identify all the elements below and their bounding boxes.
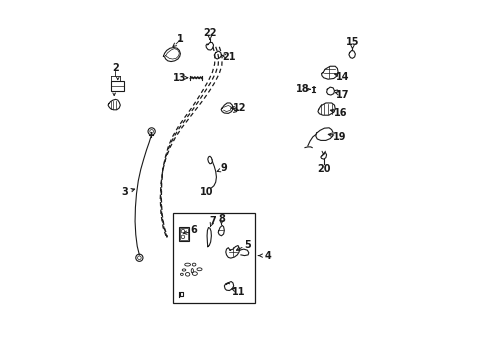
Bar — [179, 227, 189, 241]
Text: 22: 22 — [203, 28, 216, 38]
Text: 20: 20 — [316, 164, 330, 174]
Text: 21: 21 — [222, 52, 235, 62]
Text: 10: 10 — [200, 186, 213, 197]
Text: 7: 7 — [209, 216, 216, 226]
Text: 5: 5 — [244, 240, 250, 250]
Text: 9: 9 — [220, 163, 227, 174]
Text: 16: 16 — [333, 108, 346, 118]
Bar — [173, 213, 255, 303]
Text: 17: 17 — [335, 90, 349, 100]
Text: 6: 6 — [190, 225, 197, 235]
Text: 11: 11 — [231, 287, 245, 297]
Text: 1: 1 — [177, 34, 183, 44]
Text: 3: 3 — [122, 187, 128, 197]
Text: 18: 18 — [296, 84, 309, 94]
Text: 13: 13 — [173, 73, 186, 83]
Text: 2: 2 — [112, 63, 119, 73]
Text: 15: 15 — [345, 37, 359, 47]
Bar — [179, 228, 187, 240]
Text: 12: 12 — [233, 103, 246, 113]
Bar — [110, 81, 124, 91]
Text: 8: 8 — [218, 214, 224, 224]
Text: 14: 14 — [335, 72, 349, 82]
Text: 19: 19 — [332, 132, 346, 142]
Text: 4: 4 — [264, 251, 270, 261]
